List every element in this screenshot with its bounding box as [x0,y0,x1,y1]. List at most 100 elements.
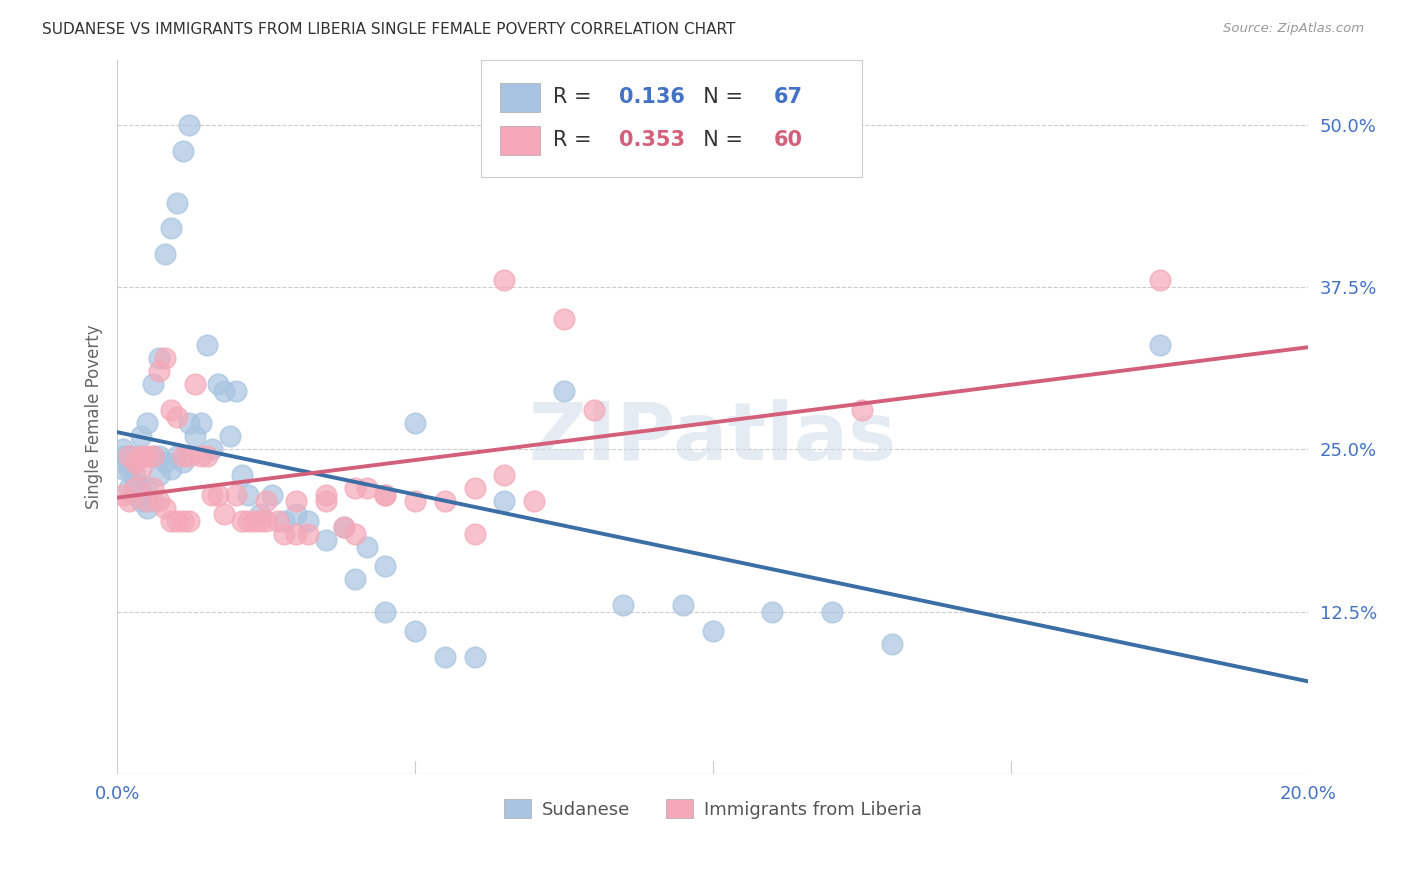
Immigrants from Liberia [225,488,247,502]
Sudanese [315,533,337,548]
Sudanese [1149,338,1171,352]
Text: N =: N = [690,130,749,151]
Immigrants from Liberia [148,364,170,378]
Immigrants from Liberia [464,481,486,495]
Sudanese [761,605,783,619]
Text: 67: 67 [773,87,803,107]
Immigrants from Liberia [153,500,176,515]
Immigrants from Liberia [464,526,486,541]
Sudanese [214,384,236,398]
Immigrants from Liberia [201,488,224,502]
FancyBboxPatch shape [481,60,862,178]
Sudanese [433,650,456,665]
Immigrants from Liberia [124,481,146,495]
Immigrants from Liberia [118,494,141,508]
Sudanese [112,442,135,457]
Sudanese [464,650,486,665]
Sudanese [356,540,378,554]
Sudanese [136,500,159,515]
Sudanese [166,449,188,463]
Sudanese [821,605,844,619]
Sudanese [177,417,200,431]
Sudanese [159,462,181,476]
Immigrants from Liberia [433,494,456,508]
Immigrants from Liberia [129,462,152,476]
Immigrants from Liberia [553,312,575,326]
Immigrants from Liberia [207,488,229,502]
Immigrants from Liberia [315,494,337,508]
Sudanese [612,599,634,613]
Sudanese [136,481,159,495]
FancyBboxPatch shape [499,126,540,154]
Immigrants from Liberia [344,526,367,541]
Immigrants from Liberia [315,488,337,502]
Sudanese [219,429,242,443]
Immigrants from Liberia [159,514,181,528]
Immigrants from Liberia [142,449,165,463]
Immigrants from Liberia [243,514,266,528]
Sudanese [166,195,188,210]
Sudanese [238,488,260,502]
Sudanese [142,449,165,463]
Sudanese [201,442,224,457]
Immigrants from Liberia [159,403,181,417]
Sudanese [124,468,146,483]
Sudanese [553,384,575,398]
Text: R =: R = [553,130,599,151]
Sudanese [195,338,218,352]
Immigrants from Liberia [142,481,165,495]
Text: ZIPatlas: ZIPatlas [529,400,897,477]
Sudanese [124,488,146,502]
Sudanese [124,449,146,463]
Sudanese [148,351,170,366]
Immigrants from Liberia [284,494,307,508]
Immigrants from Liberia [172,514,194,528]
Immigrants from Liberia [297,526,319,541]
Sudanese [129,494,152,508]
Text: Source: ZipAtlas.com: Source: ZipAtlas.com [1223,22,1364,36]
Sudanese [118,449,141,463]
Immigrants from Liberia [284,526,307,541]
Immigrants from Liberia [404,494,426,508]
Sudanese [231,468,253,483]
Sudanese [332,520,354,534]
Sudanese [148,449,170,463]
Immigrants from Liberia [851,403,873,417]
Sudanese [374,605,396,619]
Immigrants from Liberia [238,514,260,528]
Sudanese [344,572,367,586]
Immigrants from Liberia [523,494,546,508]
Sudanese [190,417,212,431]
Sudanese [273,514,295,528]
Sudanese [118,455,141,469]
Immigrants from Liberia [214,508,236,522]
Immigrants from Liberia [153,351,176,366]
Text: R =: R = [553,87,599,107]
Immigrants from Liberia [494,468,516,483]
Sudanese [129,481,152,495]
Sudanese [148,468,170,483]
Immigrants from Liberia [344,481,367,495]
Sudanese [494,494,516,508]
Immigrants from Liberia [124,455,146,469]
Immigrants from Liberia [166,514,188,528]
Sudanese [183,429,205,443]
Immigrants from Liberia [195,449,218,463]
Sudanese [702,624,724,639]
Immigrants from Liberia [166,409,188,424]
Text: 0.353: 0.353 [619,130,685,151]
Immigrants from Liberia [136,449,159,463]
Sudanese [880,637,903,651]
Sudanese [129,429,152,443]
Immigrants from Liberia [118,449,141,463]
Sudanese [142,377,165,392]
Sudanese [260,488,283,502]
Text: 0.136: 0.136 [619,87,685,107]
Sudanese [225,384,247,398]
Immigrants from Liberia [332,520,354,534]
Sudanese [124,475,146,489]
Sudanese [672,599,695,613]
Immigrants from Liberia [148,494,170,508]
Sudanese [249,508,271,522]
Immigrants from Liberia [254,494,277,508]
